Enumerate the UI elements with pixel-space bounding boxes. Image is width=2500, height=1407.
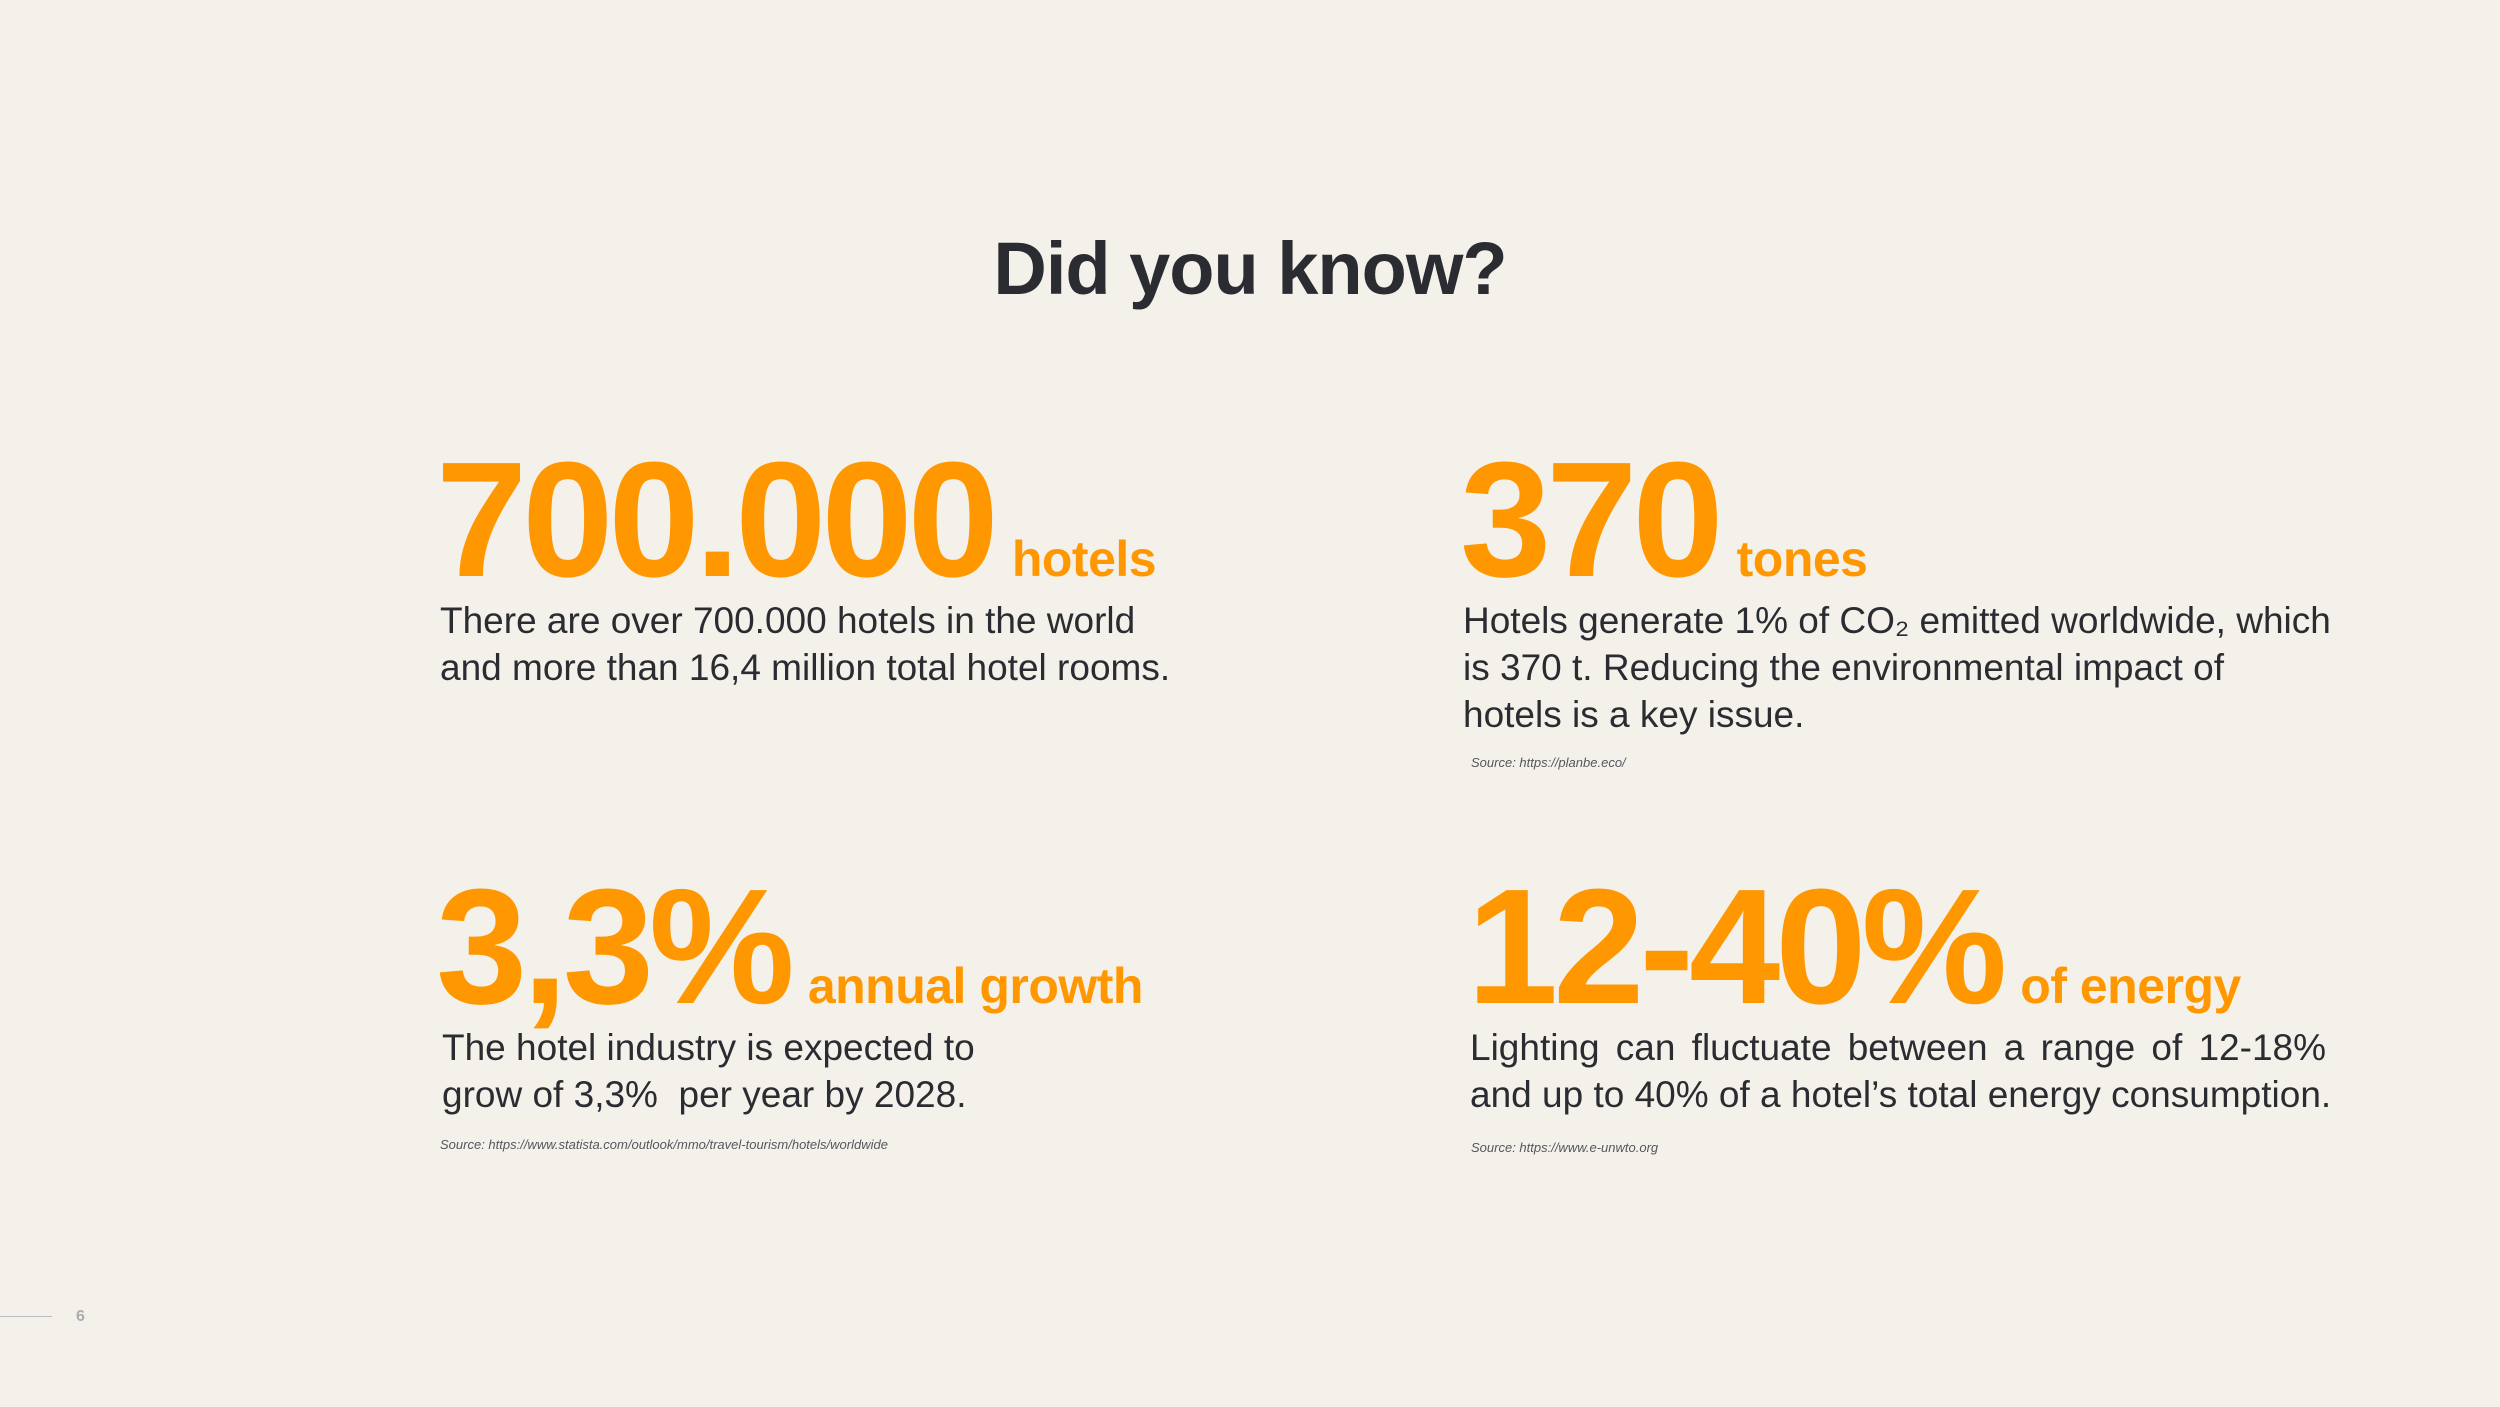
fact-number: 700.000 bbox=[436, 428, 999, 611]
fact-description: Lighting can fluctuate between a range o… bbox=[1470, 1024, 2332, 1118]
fact-growth-stat: 3,3% annual growth bbox=[436, 865, 1143, 1029]
fact-number: 3,3% bbox=[436, 855, 795, 1038]
fact-description-line: hotels is a key issue. bbox=[1463, 694, 1805, 735]
page-number: 6 bbox=[76, 1308, 85, 1325]
page-title: Did you know? bbox=[993, 227, 1507, 310]
fact-description: There are over 700.000 hotels in the wor… bbox=[440, 597, 1170, 691]
fact-description-line: The hotel industry is expected to bbox=[442, 1027, 975, 1068]
fact-description: Hotels generate 1% of CO₂ emitted worldw… bbox=[1463, 597, 2331, 738]
fact-description-line: There are over 700.000 hotels in the wor… bbox=[440, 600, 1136, 641]
page-number-rule bbox=[0, 1316, 52, 1317]
fact-unit: tones bbox=[1736, 531, 1868, 587]
fact-number: 12-40% bbox=[1467, 855, 2007, 1038]
fact-co2-stat: 370 tones bbox=[1460, 438, 1868, 602]
fact-unit: hotels bbox=[1011, 531, 1157, 587]
fact-description-line: and up to 40% of a hotel’s total energy … bbox=[1470, 1074, 2332, 1115]
fact-source: Source: https://www.e-unwto.org bbox=[1471, 1140, 1659, 1155]
fact-number: 370 bbox=[1460, 428, 1724, 611]
fact-description-line: grow of 3,3% per year by 2028. bbox=[442, 1074, 967, 1115]
fact-description-line: is 370 t. Reducing the environmental imp… bbox=[1463, 647, 2224, 688]
fact-description-line: Hotels generate 1% of CO₂ emitted worldw… bbox=[1463, 600, 2331, 641]
fact-unit: annual growth bbox=[807, 958, 1144, 1014]
fact-source: Source: https://planbe.eco/ bbox=[1471, 755, 1626, 770]
fact-energy-stat: 12-40% of energy bbox=[1467, 865, 2241, 1029]
fact-description: The hotel industry is expected to grow o… bbox=[442, 1024, 975, 1118]
fact-description-line: and more than 16,4 million total hotel r… bbox=[440, 647, 1171, 688]
fact-description-line: Lighting can fluctuate between a range o… bbox=[1470, 1027, 2326, 1068]
fact-hotels-stat: 700.000 hotels bbox=[436, 428, 1157, 611]
fact-source: Source: https://www.statista.com/outlook… bbox=[440, 1137, 888, 1152]
fact-unit: of energy bbox=[2020, 958, 2241, 1014]
